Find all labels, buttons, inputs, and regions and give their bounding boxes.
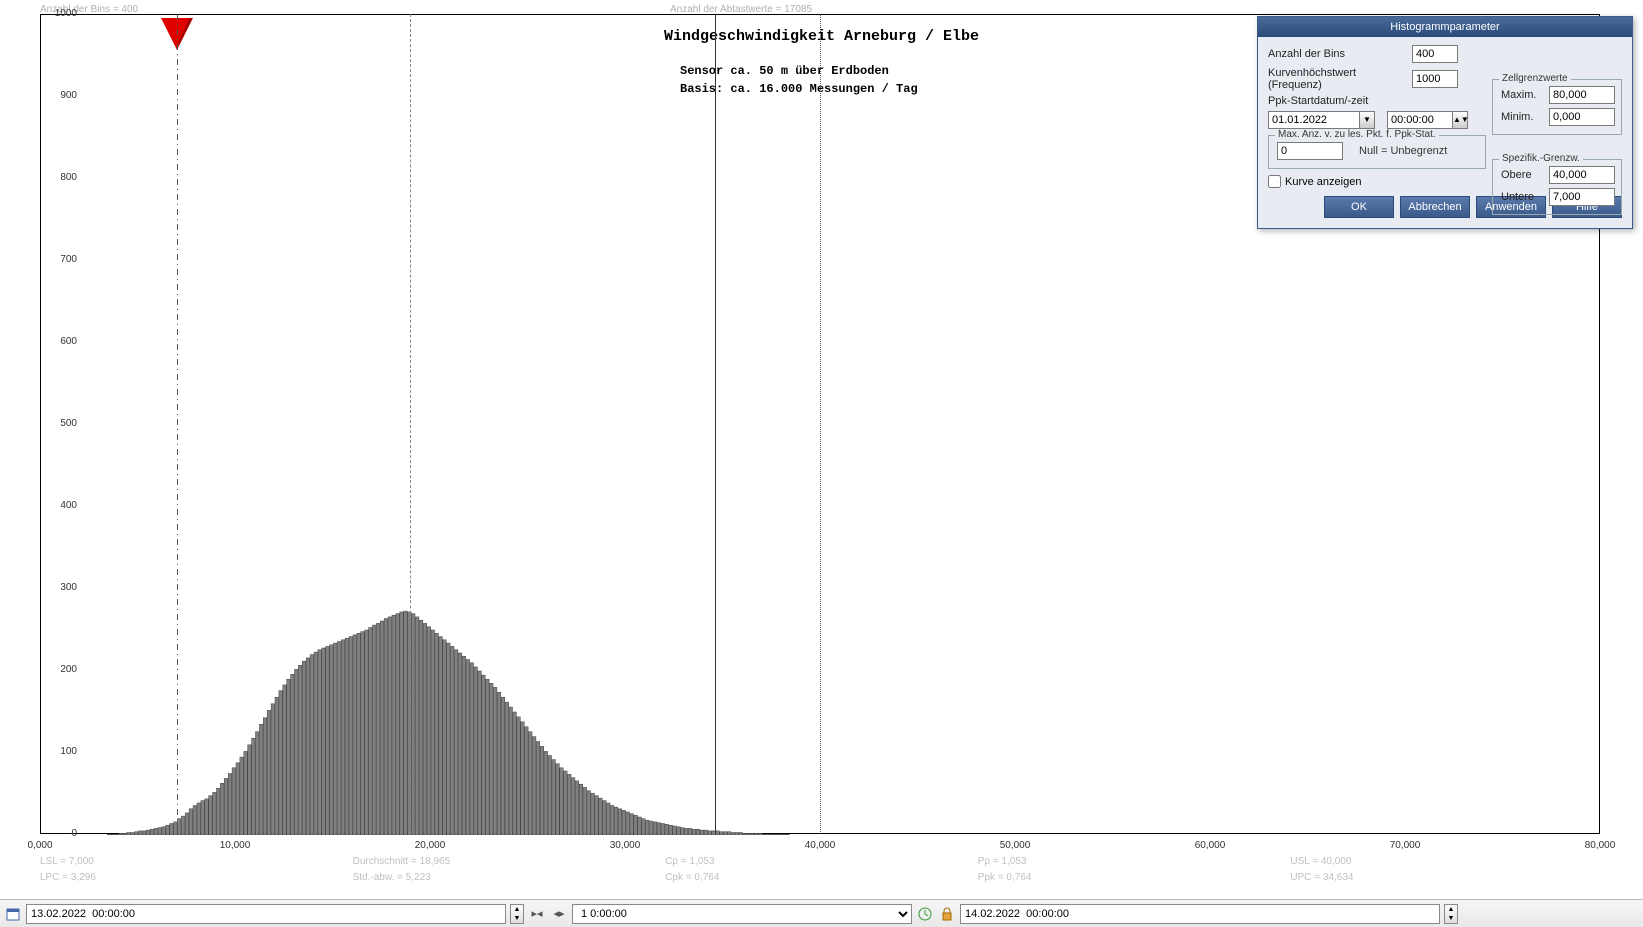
stat-pp: Pp = 1,053: [978, 856, 1291, 867]
x-tick-label: 60,000: [1195, 840, 1226, 851]
start-date-spinner[interactable]: ▲▼: [510, 904, 524, 924]
spez-untere-label: Untere: [1501, 191, 1545, 203]
dialog-title: Histogrammparameter: [1258, 17, 1632, 37]
y-tick-label: 900: [47, 90, 77, 101]
bins-label: Anzahl der Bins: [1268, 48, 1408, 60]
timespan-select[interactable]: 1 0:00:00: [572, 904, 912, 924]
spez-obere-input[interactable]: [1549, 166, 1615, 184]
x-tick-label: 80,000: [1585, 840, 1616, 851]
spezgrenz-legend: Spezifik.-Grenzw.: [1499, 153, 1583, 164]
y-tick-label: 500: [47, 418, 77, 429]
stats-row-1: LSL = 7,000 Durchschnitt = 18,965 Cp = 1…: [40, 856, 1603, 867]
zellgrenz-legend: Zellgrenzwerte: [1499, 73, 1571, 84]
bins-input[interactable]: [1412, 45, 1458, 63]
zell-min-input[interactable]: [1549, 108, 1615, 126]
lock-icon[interactable]: [938, 905, 956, 923]
max-points-legend: Max. Anz. v. zu les. Pkt. f. Ppk-Stat.: [1275, 129, 1439, 140]
stat-usl: USL = 40,000: [1290, 856, 1603, 867]
y-tick-label: 0: [47, 828, 77, 839]
x-tick-label: 70,000: [1390, 840, 1421, 851]
x-tick-label: 20,000: [415, 840, 446, 851]
mean-line: [410, 14, 411, 834]
y-tick-label: 600: [47, 336, 77, 347]
calendar-icon[interactable]: [4, 905, 22, 923]
ppk-date-dropdown-icon[interactable]: ▼: [1359, 111, 1375, 129]
expand-range-icon[interactable]: ◂▸: [550, 905, 568, 923]
y-tick-label: 300: [47, 582, 77, 593]
ppk-time-input[interactable]: [1387, 111, 1453, 129]
x-tick-label: 0,000: [27, 840, 52, 851]
stat-lpc: LPC = 3,296: [40, 872, 353, 883]
ppk-start-label: Ppk-Startdatum/-zeit: [1268, 95, 1486, 107]
end-datetime-input[interactable]: [960, 904, 1440, 924]
stat-cp: Cp = 1,053: [665, 856, 978, 867]
y-tick-label: 800: [47, 172, 77, 183]
stat-stdabw: Std.-abw. = 5,223: [353, 872, 666, 883]
y-tick-label: 1000: [47, 8, 77, 19]
max-points-input[interactable]: [1277, 142, 1343, 160]
end-date-spinner[interactable]: ▲▼: [1444, 904, 1458, 924]
start-datetime-input[interactable]: [26, 904, 506, 924]
kurve-anzeigen-checkbox[interactable]: [1268, 175, 1281, 188]
y-tick-label: 200: [47, 664, 77, 675]
cancel-button[interactable]: Abbrechen: [1400, 196, 1470, 218]
stat-lsl: LSL = 7,000: [40, 856, 353, 867]
stat-cpk: Cpk = 0,764: [665, 872, 978, 883]
x-tick-label: 50,000: [1000, 840, 1031, 851]
time-toolbar: ▲▼ ▸◂ ◂▸ 1 0:00:00 ▲▼: [0, 899, 1643, 927]
upc-line: [715, 14, 716, 834]
y-tick-label: 400: [47, 500, 77, 511]
ppk-time-spinner-icon[interactable]: ▲▼: [1452, 111, 1468, 129]
x-tick-label: 10,000: [220, 840, 251, 851]
zell-min-label: Minim.: [1501, 111, 1545, 123]
stat-durchschnitt: Durchschnitt = 18,965: [353, 856, 666, 867]
ppk-date-input[interactable]: [1268, 111, 1360, 129]
kurvenmax-label: Kurvenhöchstwert (Frequenz): [1268, 67, 1408, 91]
y-tick-label: 100: [47, 746, 77, 757]
stat-upc: UPC = 34,634: [1290, 872, 1603, 883]
x-tick-label: 30,000: [610, 840, 641, 851]
y-tick-label: 700: [47, 254, 77, 265]
zell-max-input[interactable]: [1549, 86, 1615, 104]
spez-untere-input[interactable]: [1549, 188, 1615, 206]
spez-obere-label: Obere: [1501, 169, 1545, 181]
stat-ppk: Ppk = 0,764: [978, 872, 1291, 883]
chart-subtitle-1: Sensor ca. 50 m über Erdboden: [680, 64, 889, 78]
x-tick-label: 40,000: [805, 840, 836, 851]
max-points-hint: Null = Unbegrenzt: [1359, 145, 1447, 157]
clock-icon[interactable]: [916, 905, 934, 923]
histogram-params-dialog: Histogrammparameter Anzahl der Bins Kurv…: [1257, 16, 1633, 229]
kurvenmax-input[interactable]: [1412, 70, 1458, 88]
kurve-anzeigen-label: Kurve anzeigen: [1285, 176, 1361, 188]
lsl-line: [177, 14, 178, 834]
usl-line: [820, 14, 821, 834]
ok-button[interactable]: OK: [1324, 196, 1394, 218]
shrink-range-icon[interactable]: ▸◂: [528, 905, 546, 923]
zell-max-label: Maxim.: [1501, 89, 1545, 101]
stats-row-2: LPC = 3,296 Std.-abw. = 5,223 Cpk = 0,76…: [40, 872, 1603, 883]
